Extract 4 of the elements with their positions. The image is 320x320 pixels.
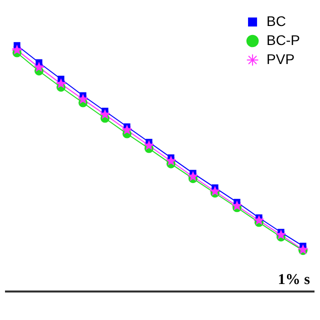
legend-label: BC xyxy=(266,12,286,29)
legend-label: PVP xyxy=(266,50,295,67)
annotation: 1% s xyxy=(278,272,310,288)
legend-label: BC-P xyxy=(266,32,300,48)
